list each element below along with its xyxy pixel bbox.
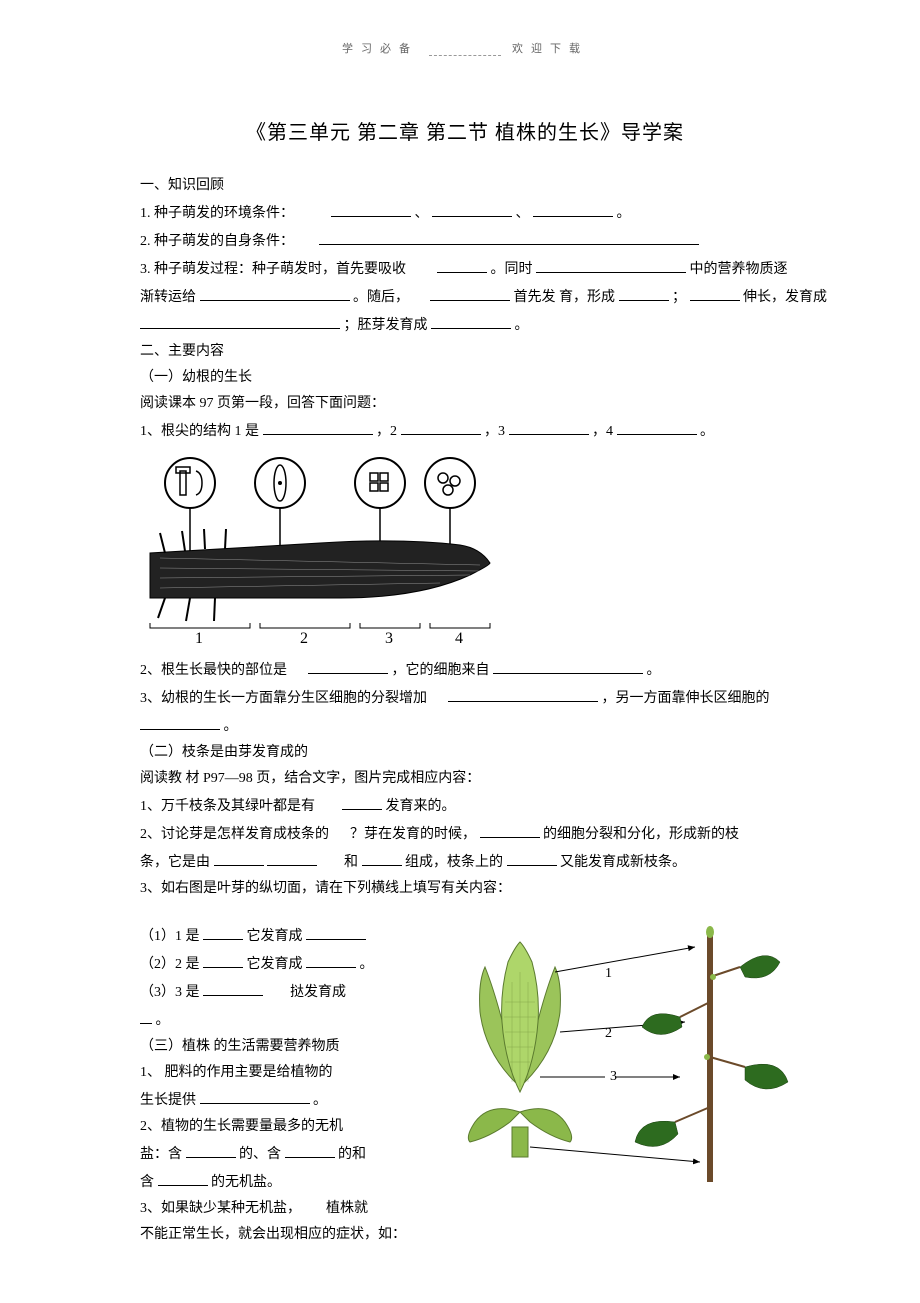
section1-heading: 一、知识回顾 [140,173,790,199]
blank-field[interactable] [308,656,388,674]
root-tip-diagram: 1 2 3 4 [140,453,520,643]
blank-field[interactable] [319,227,699,245]
blank-field[interactable] [493,656,643,674]
blank-field[interactable] [203,978,263,996]
s2-sub3-q3a: 3、如果缺少某种无机盐， 植株就 [140,1196,430,1222]
diagram-label-1: 1 [195,630,203,643]
blank-field[interactable] [448,684,598,702]
blank-field[interactable] [214,848,264,866]
page-header: 学习必备 欢迎下载 [140,40,790,56]
blank-field[interactable] [536,255,686,273]
blank-field[interactable] [203,922,243,940]
s2-sub1-q2: 2、根生长最快的部位是 ，它的细胞来自 。 [140,656,790,684]
blank-field[interactable] [140,712,220,730]
s2-sub2-q2-line2: 条，它是由 和 组成，枝条上的 又能发育成新枝条。 [140,848,790,876]
s2-sub3-q1a: 1、 肥料的作用主要是给植物的 [140,1060,430,1086]
section2-sub1-heading: （一）幼根的生长 [140,365,790,391]
section2-sub1-intro: 阅读课本 97 页第一段，回答下面问题： [140,391,790,417]
blank-field[interactable] [617,417,697,435]
s2-item1: （1）1 是 它发育成 [140,922,430,950]
diagram-label-4: 4 [455,630,463,643]
s2-sub2-q3: 3、如右图是叶芽的纵切面，请在下列横线上填写有关内容： [140,876,790,902]
blank-field[interactable] [186,1140,236,1158]
header-left: 学习必备 [342,43,418,55]
blank-field[interactable] [533,199,613,217]
blank-field[interactable] [437,255,487,273]
blank-field[interactable] [432,199,512,217]
s2-item3b: 。 [140,1006,430,1034]
s2-sub1-q1: 1、根尖的结构 1 是 ，2 ，3 ，4 。 [140,417,790,445]
blank-field[interactable] [342,792,382,810]
s2-item3: （3）3 是 挞发育成 [140,978,430,1006]
section2-sub3-heading: （三）植株 的生活需要营养物质 [140,1034,430,1060]
s1-q2: 2. 种子萌发的自身条件： [140,227,790,255]
s2-sub3-q2b: 盐：含 的、含 的和 [140,1140,430,1168]
section2-heading: 二、主要内容 [140,339,790,365]
diagram-label-2: 2 [300,630,308,643]
s1-q3-line1: 3. 种子萌发过程：种子萌发时，首先要吸收 。同时 中的营养物质逐 [140,255,790,283]
blank-field[interactable] [306,950,356,968]
s2-sub2-q2-line1: 2、讨论芽是怎样发育成枝条的 ？芽在发育的时候， 的细胞分裂和分化，形成新的枝 [140,820,790,848]
s2-sub3-q3b: 不能正常生长，就会出现相应的症状，如： [140,1222,430,1248]
header-divider [429,43,502,56]
s2-sub1-q3b: 。 [140,712,790,740]
blank-field[interactable] [200,1086,310,1104]
blank-field[interactable] [690,283,740,301]
blank-field[interactable] [285,1140,335,1158]
section2-sub2-heading: （二）枝条是由芽发育成的 [140,740,790,766]
blank-field[interactable] [401,417,481,435]
page-title: 《第三单元 第二章 第二节 植株的生长》导学案 [140,116,790,145]
blank-field[interactable] [362,848,402,866]
blank-field[interactable] [619,283,669,301]
blank-field[interactable] [431,311,511,329]
s1-q1: 1. 种子萌发的环境条件： 、 、 。 [140,199,790,227]
s2-item2: （2）2 是 它发育成 。 [140,950,430,978]
diagram-label-3: 3 [385,630,393,643]
blank-field[interactable] [263,417,373,435]
blank-field[interactable] [430,283,510,301]
s2-sub3-q1b: 生长提供 。 [140,1086,430,1114]
section2-sub2-intro: 阅读教 材 P97—98 页，结合文字，图片完成相应内容： [140,766,790,792]
bud-branch-diagram: 1 2 3 [450,922,790,1182]
bud-label-1: 1 [605,966,612,981]
s2-sub3-q2c: 含 的无机盐。 [140,1168,430,1196]
blank-field[interactable] [509,417,589,435]
blank-field[interactable] [200,283,350,301]
blank-field[interactable] [306,922,366,940]
blank-field[interactable] [158,1168,208,1186]
blank-field[interactable] [267,848,317,866]
s2-sub1-q3: 3、幼根的生长一方面靠分生区细胞的分裂增加 ，另一方面靠伸长区细胞的 [140,684,790,712]
blank-field[interactable] [140,311,340,329]
header-right: 欢迎下载 [512,43,588,55]
blank-field[interactable] [203,950,243,968]
blank-field[interactable] [480,820,540,838]
s1-q3-line2: 渐转运给 。随后， 首先发 育，形成 ； 伸长，发育成 [140,283,790,311]
blank-field[interactable] [331,199,411,217]
blank-field[interactable] [507,848,557,866]
blank-field[interactable] [140,1006,152,1024]
s2-sub3-q2a: 2、植物的生长需要量最多的无机 [140,1114,430,1140]
s1-q3-line3: ；胚芽发育成 。 [140,311,790,339]
s2-sub2-q1: 1、万千枝条及其绿叶都是有 发育来的。 [140,792,790,820]
